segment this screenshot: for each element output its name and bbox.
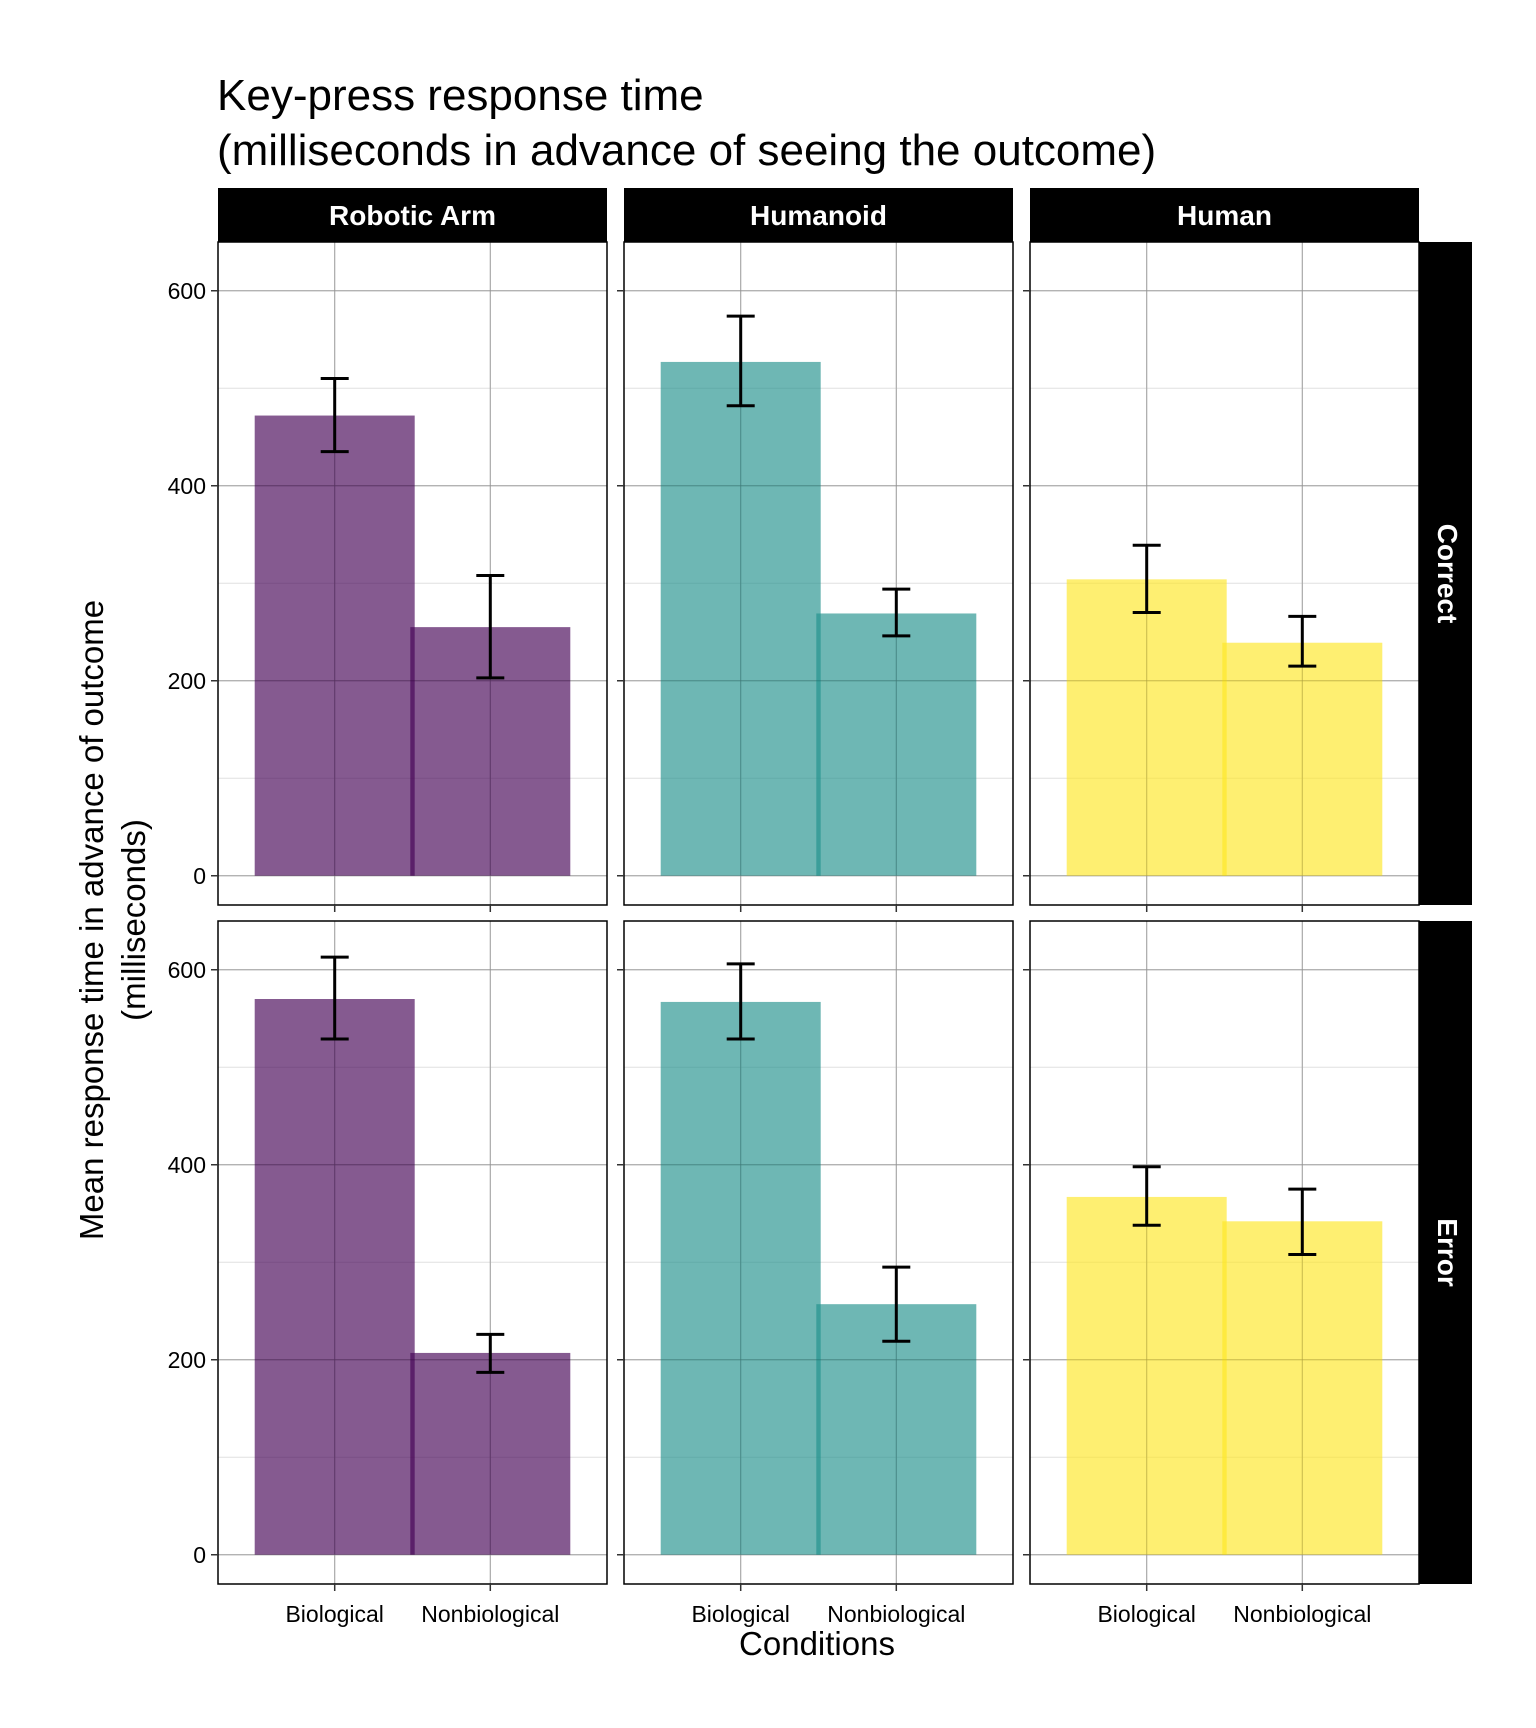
y-tick-label: 600 [168, 957, 206, 983]
bar [1222, 642, 1383, 876]
column-strip [624, 188, 1013, 242]
error-bar [476, 1332, 505, 1374]
y-tick-label: 400 [168, 473, 206, 499]
error-bar [882, 587, 911, 638]
x-tick-label: Nonbiological [421, 1601, 559, 1627]
row-strip [1419, 242, 1472, 905]
y-axis-label-line-1: Mean response time in advance of outcome [73, 600, 110, 1240]
column-strip-label: Human [1177, 200, 1272, 231]
x-tick-label: Biological [1097, 1601, 1195, 1627]
panel: 0 200 400 600 Biological Nonbiological [168, 920, 608, 1627]
panel: Biological Nonbiological [617, 920, 1014, 1627]
error-bar [1288, 614, 1317, 668]
column-strip [218, 188, 607, 242]
y-tick-label: 0 [193, 863, 206, 889]
y-tick-label: 200 [168, 1347, 206, 1373]
error-bar [320, 377, 349, 454]
chart-title-line-1: Key-press response time [217, 71, 704, 120]
panel-border [623, 920, 1014, 1585]
panel-border [217, 920, 608, 1585]
error-bar [1288, 1187, 1317, 1256]
row-strip-label: Error [1432, 1218, 1463, 1287]
bar [1222, 1221, 1383, 1555]
error-bar [320, 955, 349, 1041]
panel: Biological Nonbiological [1023, 920, 1420, 1627]
panel [617, 241, 1014, 912]
x-tick-label: Nonbiological [827, 1601, 965, 1627]
bar [660, 1001, 821, 1555]
panel: 0 200 400 600 [168, 241, 608, 912]
y-tick-label: 0 [193, 1542, 206, 1568]
y-tick-label: 600 [168, 278, 206, 304]
row-strip-label: Correct [1432, 524, 1463, 624]
x-tick-label: Biological [285, 1601, 383, 1627]
error-bar [726, 314, 755, 408]
y-tick-label: 400 [168, 1152, 206, 1178]
x-tick-label: Nonbiological [1233, 1601, 1371, 1627]
bar [1066, 1196, 1227, 1555]
column-strip-label: Robotic Arm [329, 200, 496, 231]
panel-border [1029, 241, 1420, 906]
bar [254, 999, 415, 1555]
panel-border [1029, 920, 1420, 1585]
bar [410, 1352, 571, 1555]
plot-area: Robotic Arm Humanoid Human Correct Error 0 200… [168, 188, 1472, 1627]
panel-border [217, 241, 608, 906]
row-strip [1419, 921, 1472, 1584]
error-bar [1132, 1165, 1161, 1227]
bar [816, 1304, 977, 1555]
error-bar [476, 573, 505, 680]
panel [1023, 241, 1420, 912]
panel-border [623, 241, 1014, 906]
error-bar [726, 962, 755, 1041]
bar [254, 415, 415, 876]
chart-title-line-2: (milliseconds in advance of seeing the o… [217, 126, 1156, 175]
error-bar [1132, 543, 1161, 614]
x-axis-label: Conditions [739, 1625, 895, 1662]
x-tick-label: Biological [691, 1601, 789, 1627]
bar [1066, 579, 1227, 876]
bar [660, 361, 821, 876]
column-strip-label: Humanoid [750, 200, 887, 231]
y-axis-label-line-2: (milliseconds) [115, 819, 152, 1021]
y-tick-label: 200 [168, 668, 206, 694]
error-bar [882, 1265, 911, 1343]
bar [816, 613, 977, 876]
column-strip [1030, 188, 1419, 242]
